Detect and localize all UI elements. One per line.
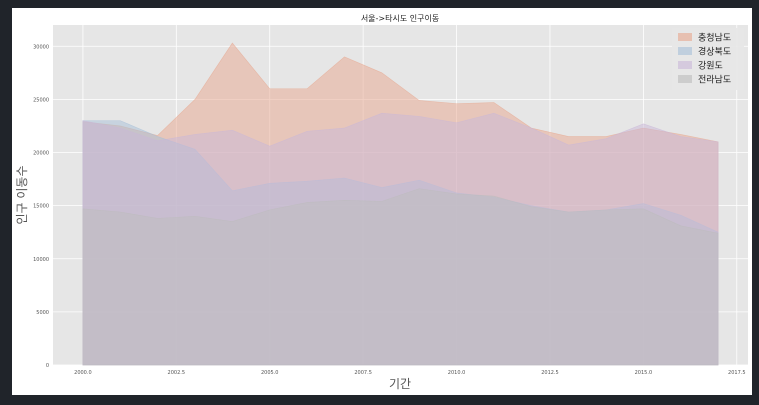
figure-canvas: 2000.0 2002.5 2005.0 2007.5 2010.0 2012.5 2015… (12, 8, 752, 395)
legend-label: 충청남도 (698, 33, 731, 44)
y-tick-label: 5000 (36, 310, 49, 316)
y-tick-label: 0 (46, 363, 49, 369)
legend-label: 경상북도 (698, 46, 731, 58)
y-axis-label: 인구 이동수 (15, 165, 29, 224)
x-tick-label: 2000.0 (74, 370, 92, 376)
legend-swatch (678, 47, 692, 55)
area-chart: 2000.0 2002.5 2005.0 2007.5 2010.0 2012.5 2015… (15, 13, 748, 391)
legend-label: 전라남도 (698, 75, 731, 86)
area-series-4 (82, 188, 719, 366)
area-series (82, 42, 719, 366)
x-tick-label: 2002.5 (168, 370, 186, 376)
y-tick-label: 15000 (33, 204, 49, 210)
y-tick-label: 25000 (33, 97, 49, 103)
x-tick-label: 2012.5 (541, 370, 559, 376)
x-tick-label: 2017.5 (728, 370, 746, 376)
y-tick-label: 30000 (33, 44, 49, 50)
chart-title: 서울->타시도 인구이동 (361, 13, 439, 23)
x-tick-label: 2007.5 (354, 370, 372, 376)
legend-label: 강원도 (698, 61, 723, 72)
legend-swatch (678, 75, 692, 83)
legend-swatch (678, 61, 692, 69)
tick-labels: 2000.0 2002.5 2005.0 2007.5 2010.0 2012.5 2015… (33, 44, 745, 376)
x-tick-label: 2005.0 (261, 370, 279, 376)
legend-swatch (678, 33, 692, 41)
x-tick-label: 2015.0 (635, 370, 653, 376)
y-tick-label: 10000 (33, 257, 49, 263)
y-tick-label: 20000 (33, 151, 49, 157)
x-tick-label: 2010.0 (448, 370, 466, 376)
x-axis-label: 기간 (389, 377, 411, 391)
